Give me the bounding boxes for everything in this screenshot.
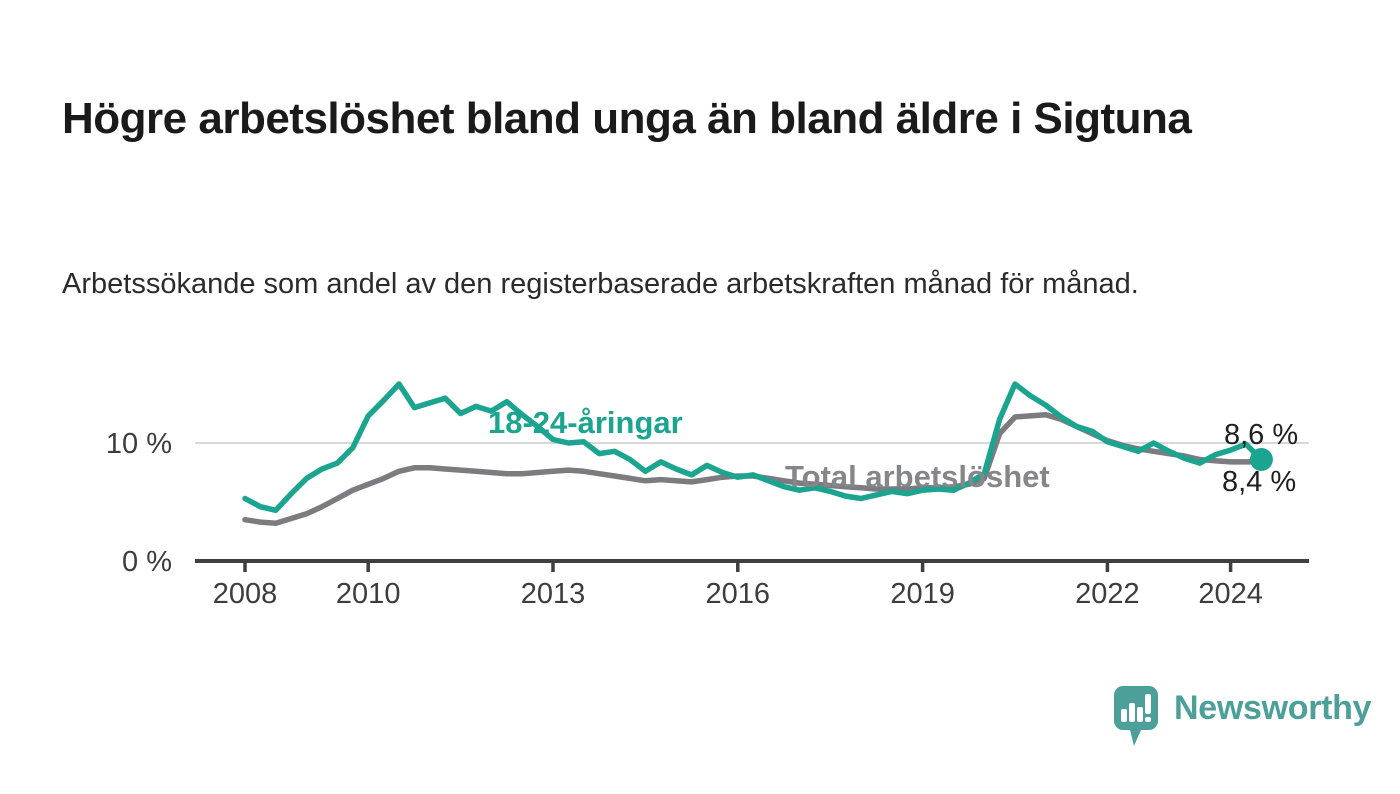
bar-chart-speech-bubble-icon xyxy=(1114,686,1158,746)
brand-name: Newsworthy xyxy=(1174,689,1372,727)
x-axis-tick-label: 2022 xyxy=(1075,578,1140,610)
x-axis-tick-label: 2019 xyxy=(890,578,955,610)
chart-subtitle: Arbetssökande som andel av den registerb… xyxy=(62,268,1139,300)
end-value-label-total: 8,4 % xyxy=(1222,466,1297,498)
series-end-dot xyxy=(1249,448,1273,472)
y-axis-tick-label-0: 0 % xyxy=(122,546,172,578)
series-label-young: 18-24-åringar xyxy=(488,405,683,440)
y-axis-tick-label-10: 10 % xyxy=(105,428,172,460)
line-series-young xyxy=(242,381,1265,514)
line-series-total xyxy=(242,411,1265,526)
series-label-total: Total arbetslöshet xyxy=(785,459,1050,494)
x-axis-tick-label: 2008 xyxy=(212,578,278,610)
x-axis-tick-label: 2013 xyxy=(520,578,586,610)
chart-title: Högre arbetslöshet bland unga än bland ä… xyxy=(62,94,1192,144)
x-axis-tick-label: 2016 xyxy=(705,578,771,610)
end-value-label-young: 8,6 % xyxy=(1224,419,1299,451)
x-axis-tick-label: 2024 xyxy=(1198,578,1263,610)
x-axis-tick-label: 2010 xyxy=(335,578,401,610)
newsworthy-brand: Newsworthy xyxy=(1114,686,1372,748)
